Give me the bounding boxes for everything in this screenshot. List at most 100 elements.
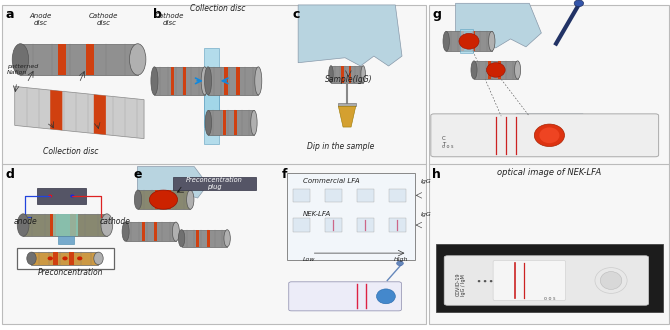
Text: patterned
Nafion: patterned Nafion xyxy=(7,64,38,75)
Text: b: b xyxy=(153,8,161,21)
Ellipse shape xyxy=(490,280,492,282)
Ellipse shape xyxy=(515,61,521,79)
Polygon shape xyxy=(456,3,541,48)
FancyBboxPatch shape xyxy=(70,214,76,236)
Text: o o s: o o s xyxy=(543,296,555,301)
Polygon shape xyxy=(338,106,356,127)
Ellipse shape xyxy=(574,0,584,7)
Ellipse shape xyxy=(478,280,480,282)
Polygon shape xyxy=(94,94,106,135)
FancyBboxPatch shape xyxy=(331,66,363,83)
Ellipse shape xyxy=(205,110,212,135)
FancyBboxPatch shape xyxy=(154,67,205,95)
Text: IgG: IgG xyxy=(421,179,431,184)
FancyBboxPatch shape xyxy=(182,67,186,95)
Text: Commercial LFA: Commercial LFA xyxy=(303,178,360,184)
FancyBboxPatch shape xyxy=(53,252,58,265)
FancyBboxPatch shape xyxy=(37,188,86,204)
Ellipse shape xyxy=(129,44,146,75)
FancyBboxPatch shape xyxy=(196,230,200,247)
Text: cathode: cathode xyxy=(100,216,131,226)
FancyBboxPatch shape xyxy=(50,214,56,236)
Ellipse shape xyxy=(12,44,29,75)
FancyBboxPatch shape xyxy=(236,67,240,95)
FancyBboxPatch shape xyxy=(154,222,157,241)
FancyBboxPatch shape xyxy=(31,252,98,265)
Ellipse shape xyxy=(101,214,113,236)
FancyBboxPatch shape xyxy=(168,190,171,209)
Text: Cathode
disc: Cathode disc xyxy=(89,13,119,26)
Text: COVID-19
IgG / IgM: COVID-19 IgG / IgM xyxy=(456,272,466,296)
FancyBboxPatch shape xyxy=(493,260,565,301)
FancyBboxPatch shape xyxy=(170,67,174,95)
FancyBboxPatch shape xyxy=(356,218,374,232)
FancyBboxPatch shape xyxy=(389,218,406,232)
FancyBboxPatch shape xyxy=(223,110,226,135)
FancyBboxPatch shape xyxy=(182,230,227,247)
Ellipse shape xyxy=(377,289,395,304)
FancyBboxPatch shape xyxy=(444,256,649,305)
Polygon shape xyxy=(50,90,62,130)
Ellipse shape xyxy=(488,31,495,51)
Text: Collection disc: Collection disc xyxy=(43,147,98,156)
FancyBboxPatch shape xyxy=(460,29,473,53)
Text: Dip in the sample: Dip in the sample xyxy=(307,142,374,151)
Ellipse shape xyxy=(595,268,627,293)
FancyBboxPatch shape xyxy=(155,190,158,209)
FancyBboxPatch shape xyxy=(498,61,501,79)
FancyBboxPatch shape xyxy=(474,61,517,79)
Ellipse shape xyxy=(471,61,477,79)
Ellipse shape xyxy=(539,127,559,143)
Text: anode: anode xyxy=(13,216,37,226)
FancyBboxPatch shape xyxy=(138,190,190,209)
Text: h: h xyxy=(432,168,441,181)
Text: c: c xyxy=(293,8,300,21)
Text: a: a xyxy=(5,8,14,21)
Ellipse shape xyxy=(48,194,52,197)
Text: Low: Low xyxy=(303,256,316,262)
FancyBboxPatch shape xyxy=(338,103,356,106)
FancyBboxPatch shape xyxy=(472,31,475,51)
Text: Sample(IgG): Sample(IgG) xyxy=(324,75,373,84)
FancyBboxPatch shape xyxy=(224,67,228,95)
Ellipse shape xyxy=(361,66,365,83)
Text: High: High xyxy=(394,256,409,262)
FancyBboxPatch shape xyxy=(436,244,663,312)
Text: Cathode
disc: Cathode disc xyxy=(155,13,184,26)
Text: C
T: C T xyxy=(442,136,446,147)
Polygon shape xyxy=(15,86,144,139)
Ellipse shape xyxy=(135,190,141,209)
Ellipse shape xyxy=(329,66,333,83)
Ellipse shape xyxy=(397,261,403,266)
FancyBboxPatch shape xyxy=(461,31,464,51)
Text: d: d xyxy=(5,168,14,181)
Text: o o s: o o s xyxy=(442,144,454,149)
Text: f: f xyxy=(281,168,287,181)
Text: Preconcentration: Preconcentration xyxy=(38,268,103,277)
Ellipse shape xyxy=(172,222,180,241)
FancyBboxPatch shape xyxy=(234,110,237,135)
FancyBboxPatch shape xyxy=(429,5,669,324)
FancyBboxPatch shape xyxy=(349,66,351,83)
Ellipse shape xyxy=(224,230,230,247)
FancyBboxPatch shape xyxy=(207,230,210,247)
Text: Collection disc: Collection disc xyxy=(190,4,245,13)
Ellipse shape xyxy=(459,33,479,49)
Ellipse shape xyxy=(201,67,208,95)
FancyBboxPatch shape xyxy=(389,189,406,202)
Polygon shape xyxy=(137,167,208,200)
FancyBboxPatch shape xyxy=(325,189,342,202)
FancyBboxPatch shape xyxy=(58,236,74,244)
Text: NEK-LFA: NEK-LFA xyxy=(303,211,331,217)
Ellipse shape xyxy=(251,110,257,135)
FancyBboxPatch shape xyxy=(53,214,78,236)
FancyBboxPatch shape xyxy=(17,248,114,269)
Ellipse shape xyxy=(204,67,212,95)
Ellipse shape xyxy=(178,230,185,247)
FancyBboxPatch shape xyxy=(20,44,138,75)
Ellipse shape xyxy=(17,214,29,236)
FancyBboxPatch shape xyxy=(2,5,426,324)
Ellipse shape xyxy=(600,272,622,289)
FancyBboxPatch shape xyxy=(289,282,401,311)
Ellipse shape xyxy=(27,252,36,265)
